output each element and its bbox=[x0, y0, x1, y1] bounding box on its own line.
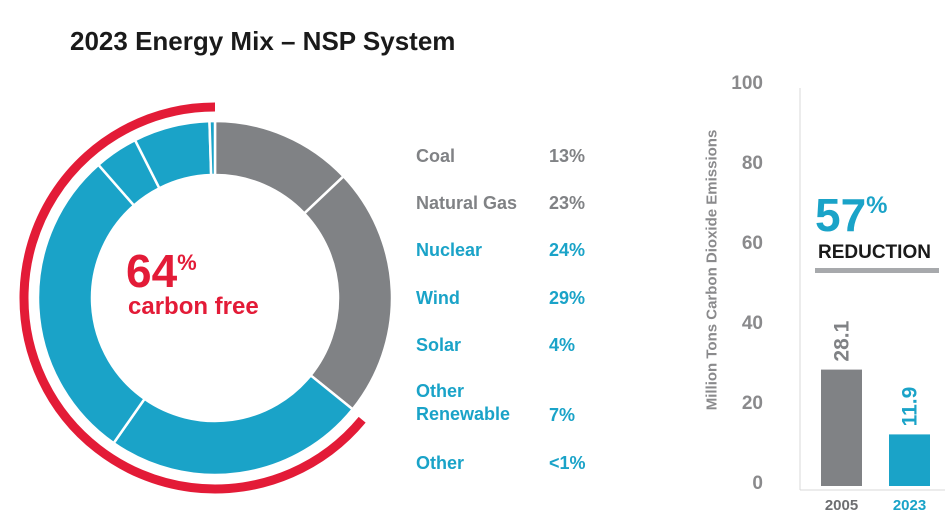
y-axis-label: Million Tons Carbon Dioxide Emissions bbox=[703, 129, 721, 411]
donut-slice-other bbox=[208, 119, 217, 177]
y-tick-label: 60 bbox=[742, 233, 763, 254]
reduction-unit: % bbox=[866, 192, 888, 219]
y-tick-label: 20 bbox=[742, 393, 763, 414]
carbon-free-value: 64 bbox=[126, 245, 178, 297]
y-tick-label: 80 bbox=[742, 153, 763, 174]
chart-title: 2023 Energy Mix – NSP System bbox=[70, 26, 456, 56]
bar-value-label: 28.1 bbox=[831, 320, 854, 361]
carbon-free-label: carbon free bbox=[128, 293, 259, 320]
carbon-free-unit: % bbox=[177, 250, 197, 275]
legend-value: 4% bbox=[549, 335, 576, 355]
legend-value: 29% bbox=[549, 288, 586, 308]
legend-value: 23% bbox=[549, 193, 586, 213]
legend-label: Nuclear bbox=[416, 240, 483, 260]
bar-2005 bbox=[821, 369, 862, 486]
legend-label: Other Renewable bbox=[416, 381, 511, 424]
x-category-label: 2005 bbox=[825, 497, 858, 514]
reduction-underline bbox=[815, 268, 939, 273]
legend-label: Coal bbox=[416, 146, 456, 166]
reduction-percent: 57% bbox=[815, 192, 888, 238]
reduction-label: REDUCTION bbox=[818, 242, 931, 263]
carbon-free-percent: 64% bbox=[126, 248, 197, 294]
legend-label: Other bbox=[416, 453, 465, 473]
reduction-value: 57 bbox=[815, 189, 867, 241]
y-tick-label: 0 bbox=[752, 473, 763, 494]
bar-2023 bbox=[889, 434, 930, 486]
legend-value: <1% bbox=[549, 453, 586, 473]
legend-value: 24% bbox=[549, 240, 586, 260]
y-tick-label: 100 bbox=[731, 73, 763, 94]
legend-label: Natural Gas bbox=[416, 193, 518, 213]
bar-value-label: 11.9 bbox=[899, 387, 922, 427]
legend-value: 13% bbox=[549, 146, 586, 166]
energy-mix-donut bbox=[19, 102, 394, 494]
y-tick-label: 40 bbox=[742, 313, 763, 334]
legend-label: Wind bbox=[416, 288, 460, 308]
x-category-label: 2023 bbox=[893, 497, 926, 514]
legend-value: 7% bbox=[549, 405, 576, 425]
carbon-free-arc bbox=[19, 102, 366, 494]
energy-mix-legend: Coal 13% Natural Gas 23% Nuclear 24% Wind 29% So… bbox=[416, 0, 606, 521]
legend-label: Solar bbox=[416, 335, 462, 355]
